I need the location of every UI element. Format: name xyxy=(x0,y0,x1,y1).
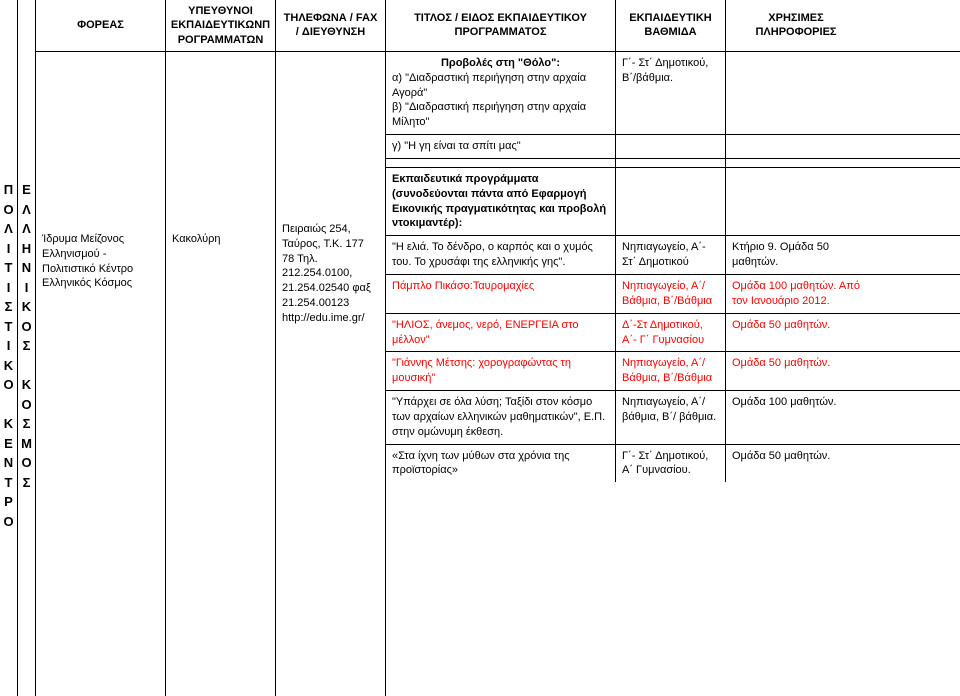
table-row: "Η ελιά. Το δένδρο, ο καρπός και ο χυμός… xyxy=(386,236,960,275)
vertical-letter: Ι xyxy=(7,336,11,356)
vertical-letter: Ο xyxy=(3,375,13,395)
row-title-line: α) "Διαδραστική περιήγηση στην αρχαία Αγ… xyxy=(392,71,609,101)
table-body: Ίδρυμα Μείζονος Ελληνισμού - Πολιτιστικό… xyxy=(36,52,960,696)
vertical-letter: Ν xyxy=(22,258,31,278)
vertical-letter: Π xyxy=(4,180,13,200)
table-row xyxy=(386,159,960,168)
table-row: "Υπάρχει σε όλα λύση; Ταξίδι στον κόσμο … xyxy=(386,391,960,445)
cell-info: Ομάδα 100 μαθητών. Από τον Ιανουάριο 201… xyxy=(726,275,866,313)
vertical-letter: Κ xyxy=(22,297,31,317)
cell-titlos: Εκπαιδευτικά προγράμματα (συνοδεύονται π… xyxy=(386,168,616,235)
cell-tel: Πειραιώς 254, Ταύρος, Τ.Κ. 177 78 Τηλ. 2… xyxy=(276,52,386,696)
cell-vath xyxy=(616,159,726,167)
vertical-letter: Λ xyxy=(4,219,13,239)
cell-info: Ομάδα 100 μαθητών. xyxy=(726,391,866,444)
vertical-letter: Ρ xyxy=(4,492,13,512)
cell-info xyxy=(726,168,866,235)
vertical-letter: Κ xyxy=(22,375,31,395)
vertical-letter: Ο xyxy=(21,453,31,473)
rows-container: Προβολές στη "Θόλο":α) "Διαδραστική περι… xyxy=(386,52,960,696)
cell-titlos: «Στα ίχνη των μύθων στα χρόνια της προϊσ… xyxy=(386,445,616,483)
header-info: ΧΡΗΣΙΜΕΣ ΠΛΗΡΟΦΟΡΙΕΣ xyxy=(726,0,866,51)
row-title-bold: Εκπαιδευτικά προγράμματα (συνοδεύονται π… xyxy=(392,172,609,231)
vertical-letter: Ν xyxy=(4,453,13,473)
main-table: ΦΟΡΕΑΣ ΥΠΕΥΘΥΝΟΙ ΕΚΠΑΙΔΕΥΤΙΚΩΝΠ ΡΟΓΡΑΜΜΑ… xyxy=(36,0,960,696)
table-header-row: ΦΟΡΕΑΣ ΥΠΕΥΘΥΝΟΙ ΕΚΠΑΙΔΕΥΤΙΚΩΝΠ ΡΟΓΡΑΜΜΑ… xyxy=(36,0,960,52)
vertical-label-col-1: ΠΟΛΙΤΙΣΤΙΚΟ ΚΕΝΤΡΟ xyxy=(0,0,18,696)
vertical-letter: Ο xyxy=(21,395,31,415)
header-vath: ΕΚΠΑΙΔΕΥΤΙΚΗ ΒΑΘΜΙΔΑ xyxy=(616,0,726,51)
cell-ypef: Κακολύρη xyxy=(166,52,276,696)
vertical-letter: Ι xyxy=(7,278,11,298)
vertical-letter: Ι xyxy=(25,278,29,298)
vertical-letter: Τ xyxy=(5,473,13,493)
cell-titlos: "Γιάννης Μέτσης: χορογραφώντας τη μουσικ… xyxy=(386,352,616,390)
vertical-letters-1: ΠΟΛΙΤΙΣΤΙΚΟ ΚΕΝΤΡΟ xyxy=(0,180,17,531)
cell-titlos: "Υπάρχει σε όλα λύση; Ταξίδι στον κόσμο … xyxy=(386,391,616,444)
header-tel: ΤΗΛΕΦΩΝΑ / FAX / ΔΙΕΥΘΥΝΣΗ xyxy=(276,0,386,51)
vertical-letter: Ε xyxy=(22,180,31,200)
vertical-letter: Τ xyxy=(5,317,13,337)
cell-info xyxy=(726,135,866,158)
vertical-letter: Κ xyxy=(4,414,13,434)
vertical-letter: Λ xyxy=(22,219,31,239)
table-row: "Γιάννης Μέτσης: χορογραφώντας τη μουσικ… xyxy=(386,352,960,391)
cell-vath xyxy=(616,168,726,235)
cell-info: Ομάδα 50 μαθητών. xyxy=(726,445,866,483)
vertical-letter: Η xyxy=(22,239,31,259)
cell-vath xyxy=(616,135,726,158)
cell-vath: Νηπιαγωγείο, Α΄/Βάθμια, Β΄/Βάθμια xyxy=(616,352,726,390)
vertical-letter: Ι xyxy=(7,239,11,259)
vertical-label-col-2: ΕΛΛΗΝΙΚΟΣ ΚΟΣΜΟΣ xyxy=(18,0,36,696)
cell-info: Ομάδα 50 μαθητών. xyxy=(726,352,866,390)
table-row: Προβολές στη "Θόλο":α) "Διαδραστική περι… xyxy=(386,52,960,135)
cell-info: Ομάδα 50 μαθητών. xyxy=(726,314,866,352)
vertical-letter: Λ xyxy=(22,200,31,220)
vertical-letter: Ε xyxy=(4,434,13,454)
table-row: «Στα ίχνη των μύθων στα χρόνια της προϊσ… xyxy=(386,445,960,483)
table-row: Πάμπλο Πικάσο:ΤαυρομαχίεςΝηπιαγωγείο, Α΄… xyxy=(386,275,960,314)
header-ypef: ΥΠΕΥΘΥΝΟΙ ΕΚΠΑΙΔΕΥΤΙΚΩΝΠ ΡΟΓΡΑΜΜΑΤΩΝ xyxy=(166,0,276,51)
vertical-letter: Ο xyxy=(3,512,13,532)
cell-vath: Νηπιαγωγείο, Α΄- Στ΄ Δημοτικού xyxy=(616,236,726,274)
vertical-letter: Σ xyxy=(5,297,13,317)
vertical-letter: Κ xyxy=(4,356,13,376)
cell-titlos: Πάμπλο Πικάσο:Ταυρομαχίες xyxy=(386,275,616,313)
vertical-letter: Τ xyxy=(5,258,13,278)
table-row: γ) "Η γη είναι τα σπίτι μας" xyxy=(386,135,960,159)
cell-vath: Γ΄- Στ΄ Δημοτικού, Β΄/βάθμια. xyxy=(616,52,726,134)
header-titlos: ΤΙΤΛΟΣ / ΕΙΔΟΣ ΕΚΠΑΙΔΕΥΤΙΚΟΥ ΠΡΟΓΡΑΜΜΑΤΟ… xyxy=(386,0,616,51)
cell-info xyxy=(726,52,866,134)
vertical-letter xyxy=(25,356,29,376)
table-row: "ΗΛΙΟΣ, άνεμος, νερό, ΕΝΕΡΓΕΙΑ στο μέλλο… xyxy=(386,314,960,353)
cell-foreas: Ίδρυμα Μείζονος Ελληνισμού - Πολιτιστικό… xyxy=(36,52,166,696)
row-title-line: β) "Διαδραστική περιήγηση στην αρχαία Μί… xyxy=(392,100,609,130)
cell-info xyxy=(726,159,866,167)
vertical-letter: Σ xyxy=(23,414,31,434)
vertical-letter: Ο xyxy=(21,317,31,337)
table-row: Εκπαιδευτικά προγράμματα (συνοδεύονται π… xyxy=(386,168,960,236)
cell-info: Κτήριο 9. Ομάδα 50 μαθητών. xyxy=(726,236,866,274)
document-page: ΠΟΛΙΤΙΣΤΙΚΟ ΚΕΝΤΡΟ ΕΛΛΗΝΙΚΟΣ ΚΟΣΜΟΣ ΦΟΡΕ… xyxy=(0,0,960,696)
cell-vath: Νηπιαγωγείο, Α΄/ βάθμια, Β΄/ βάθμια. xyxy=(616,391,726,444)
vertical-letter: Σ xyxy=(23,473,31,493)
vertical-letter xyxy=(7,395,11,415)
vertical-letter: Ο xyxy=(3,200,13,220)
vertical-letters-2: ΕΛΛΗΝΙΚΟΣ ΚΟΣΜΟΣ xyxy=(18,180,35,492)
cell-titlos xyxy=(386,159,616,167)
header-foreas: ΦΟΡΕΑΣ xyxy=(36,0,166,51)
row-title-bold: Προβολές στη "Θόλο": xyxy=(392,56,609,71)
cell-titlos: γ) "Η γη είναι τα σπίτι μας" xyxy=(386,135,616,158)
cell-titlos: "ΗΛΙΟΣ, άνεμος, νερό, ΕΝΕΡΓΕΙΑ στο μέλλο… xyxy=(386,314,616,352)
cell-vath: Γ΄- Στ΄ Δημοτικού, Α΄ Γυμνασίου. xyxy=(616,445,726,483)
vertical-letter: Σ xyxy=(23,336,31,356)
vertical-letter: Μ xyxy=(21,434,32,454)
cell-titlos: "Η ελιά. Το δένδρο, ο καρπός και ο χυμός… xyxy=(386,236,616,274)
cell-titlos: Προβολές στη "Θόλο":α) "Διαδραστική περι… xyxy=(386,52,616,134)
cell-vath: Δ΄-Στ Δημοτικού, Α΄- Γ΄ Γυμνασίου xyxy=(616,314,726,352)
cell-vath: Νηπιαγωγείο, Α΄/Βάθμια, Β΄/Βάθμια xyxy=(616,275,726,313)
